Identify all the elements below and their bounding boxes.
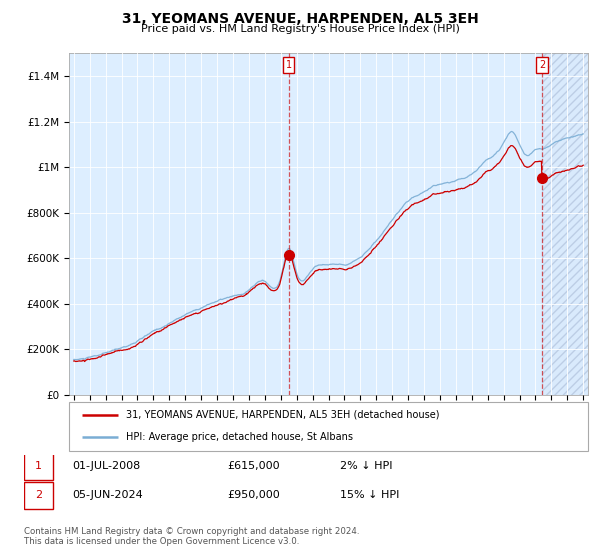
Text: 01-JUL-2008: 01-JUL-2008 — [72, 461, 140, 471]
Text: 31, YEOMANS AVENUE, HARPENDEN, AL5 3EH: 31, YEOMANS AVENUE, HARPENDEN, AL5 3EH — [122, 12, 478, 26]
Text: 05-JUN-2024: 05-JUN-2024 — [72, 490, 143, 500]
FancyBboxPatch shape — [69, 402, 588, 451]
Bar — [542, 53, 588, 395]
Text: £950,000: £950,000 — [227, 490, 280, 500]
Text: 1: 1 — [286, 60, 292, 70]
Text: HPI: Average price, detached house, St Albans: HPI: Average price, detached house, St A… — [126, 432, 353, 442]
Text: 1: 1 — [35, 461, 42, 471]
FancyBboxPatch shape — [24, 452, 53, 480]
FancyBboxPatch shape — [24, 482, 53, 509]
Text: Contains HM Land Registry data © Crown copyright and database right 2024.
This d: Contains HM Land Registry data © Crown c… — [24, 526, 359, 546]
Bar — [542, 53, 588, 395]
Text: Price paid vs. HM Land Registry's House Price Index (HPI): Price paid vs. HM Land Registry's House … — [140, 24, 460, 34]
Text: £615,000: £615,000 — [227, 461, 280, 471]
Text: 2: 2 — [539, 60, 545, 70]
Text: 15% ↓ HPI: 15% ↓ HPI — [340, 490, 399, 500]
Text: 31, YEOMANS AVENUE, HARPENDEN, AL5 3EH (detached house): 31, YEOMANS AVENUE, HARPENDEN, AL5 3EH (… — [126, 410, 440, 420]
Text: 2: 2 — [35, 490, 42, 500]
Text: 2% ↓ HPI: 2% ↓ HPI — [340, 461, 392, 471]
